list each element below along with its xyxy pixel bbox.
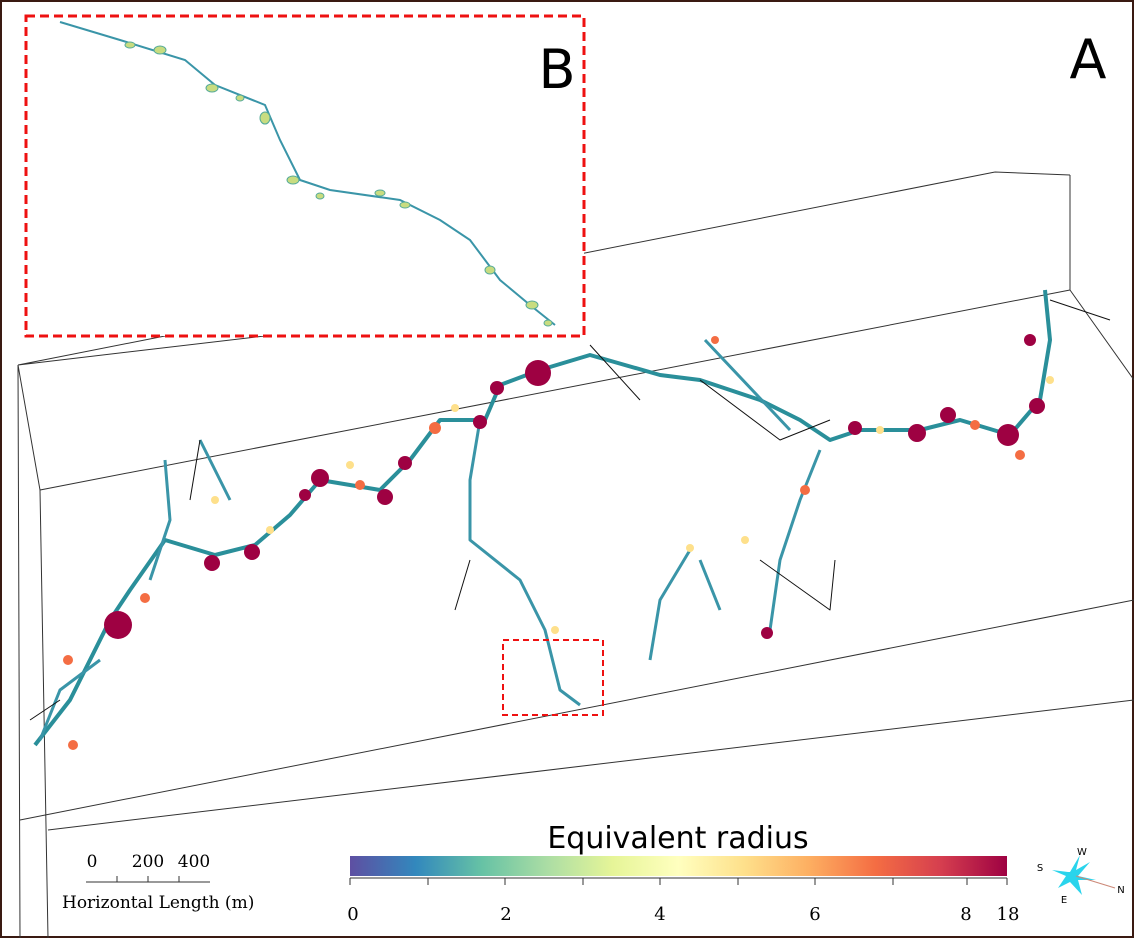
colorbar-tick-label: 4 xyxy=(654,904,665,925)
compass-label: S xyxy=(1037,863,1043,874)
cave-network xyxy=(29,289,1111,747)
inset-network xyxy=(59,21,556,327)
colorbar xyxy=(350,856,1007,876)
colorbar-tick-label: 6 xyxy=(809,904,820,925)
compass xyxy=(1052,855,1116,895)
panel-label: A xyxy=(1070,28,1107,91)
scale-tick-label: 200 xyxy=(132,852,164,872)
compass-label: W xyxy=(1077,847,1087,858)
colorbar-title: Equivalent radius xyxy=(547,821,808,856)
scale-tick-label: 0 xyxy=(87,852,98,872)
inset-frame xyxy=(24,14,586,338)
compass-label: E xyxy=(1061,895,1067,906)
pore-spheres xyxy=(63,334,1054,750)
colorbar-tick-label: 0 xyxy=(347,904,358,925)
colorbar-ticks xyxy=(349,878,1008,885)
scale-tick-label: 400 xyxy=(178,852,210,872)
colorbar-tick-label: 2 xyxy=(500,904,511,925)
panel-label: B xyxy=(538,38,575,101)
compass-label: N xyxy=(1117,885,1124,896)
scale-label: Horizontal Length (m) xyxy=(62,893,254,913)
colorbar-tick-label: 18 xyxy=(997,904,1020,925)
colorbar-tick-label: 8 xyxy=(960,904,971,925)
scale-bar xyxy=(86,876,210,883)
zoom-box xyxy=(502,639,604,716)
